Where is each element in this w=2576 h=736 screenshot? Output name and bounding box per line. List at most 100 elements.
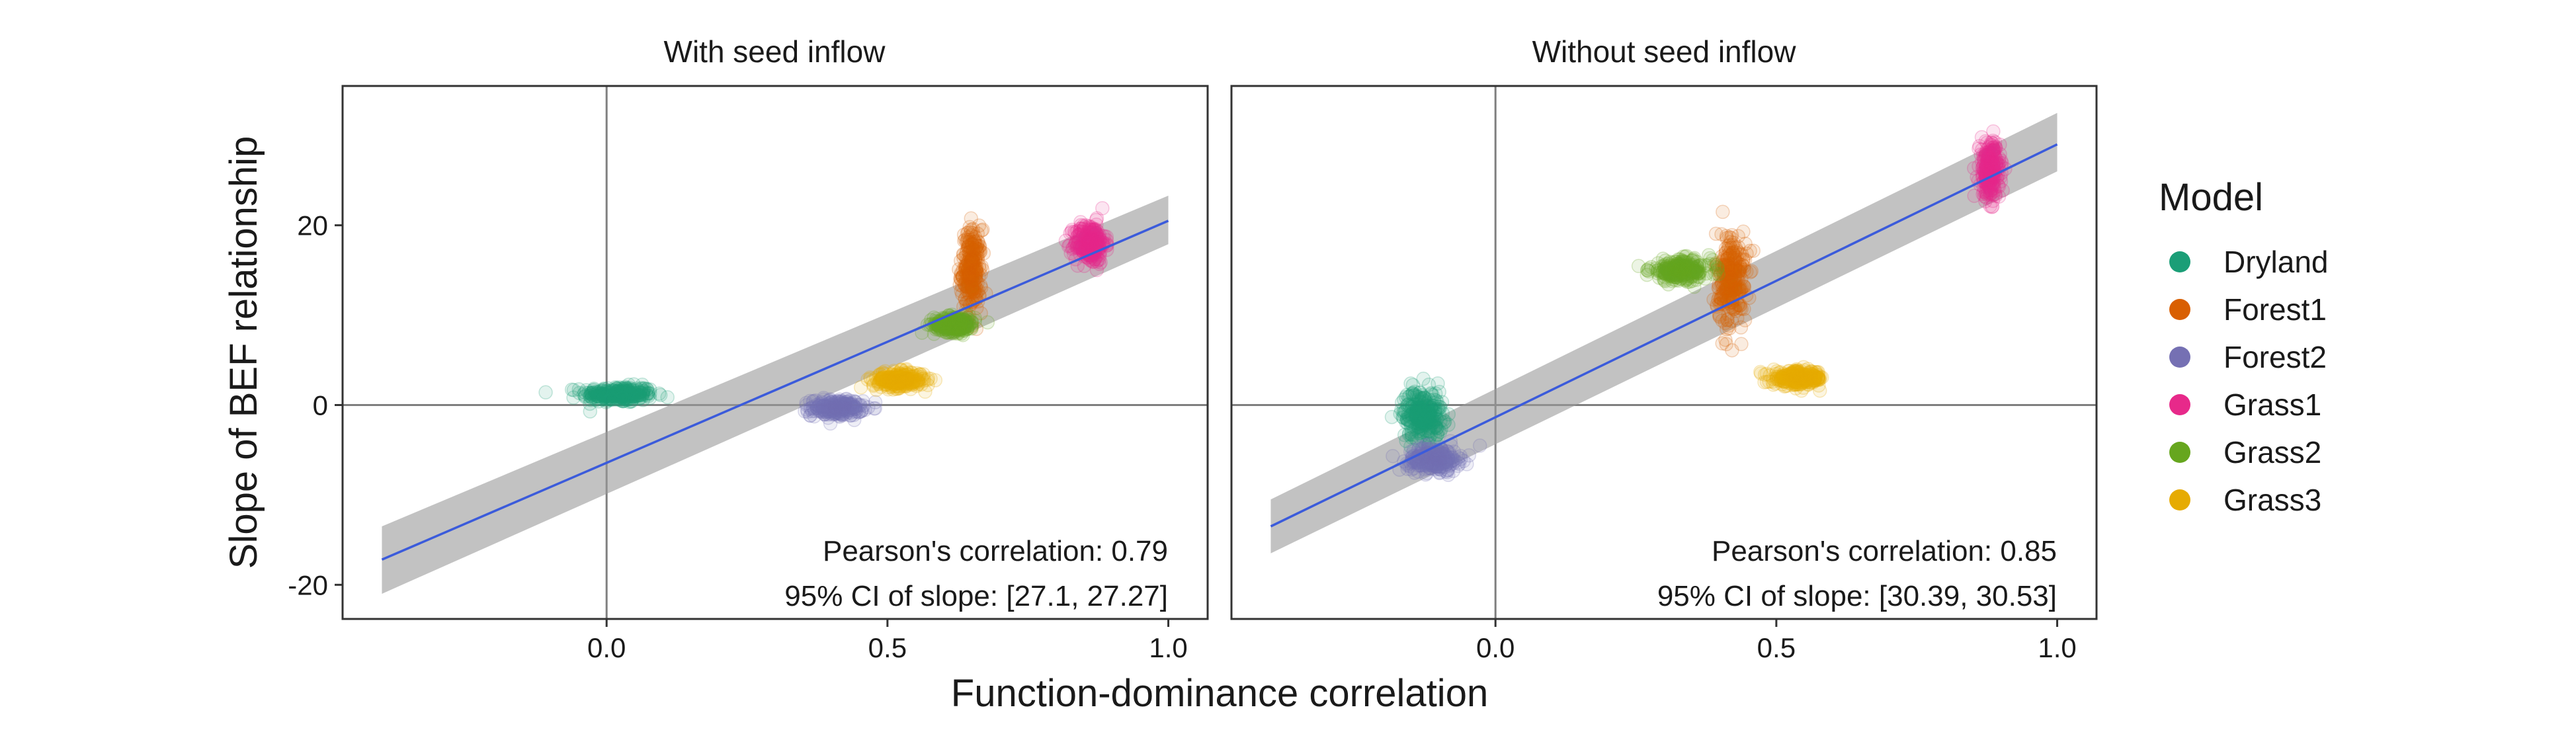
data-point xyxy=(1067,236,1083,251)
data-point xyxy=(958,261,973,276)
data-point xyxy=(627,389,642,403)
data-point xyxy=(812,396,827,411)
data-point xyxy=(616,382,631,397)
data-point xyxy=(612,380,627,395)
data-point xyxy=(1081,236,1096,251)
data-point xyxy=(1092,227,1107,242)
data-point xyxy=(963,266,978,281)
data-point xyxy=(962,239,977,255)
data-point xyxy=(965,280,979,295)
data-point xyxy=(963,256,978,271)
data-point xyxy=(823,401,837,417)
series-grass1 xyxy=(1058,201,1115,278)
data-point xyxy=(835,407,849,422)
data-point xyxy=(954,284,969,298)
data-point xyxy=(833,397,848,413)
data-point xyxy=(1093,231,1107,247)
data-point xyxy=(1085,226,1100,241)
data-point xyxy=(821,395,836,411)
data-point xyxy=(823,401,839,417)
data-point xyxy=(633,388,647,403)
data-point xyxy=(1079,232,1093,247)
data-point xyxy=(597,386,612,401)
data-point xyxy=(832,401,847,417)
data-point xyxy=(956,247,971,262)
data-point xyxy=(594,384,609,399)
data-point xyxy=(964,228,979,243)
data-point xyxy=(616,381,631,396)
data-point xyxy=(854,404,868,419)
data-point xyxy=(971,235,986,250)
data-point xyxy=(843,397,858,411)
data-point xyxy=(828,407,843,421)
data-point xyxy=(817,397,831,412)
data-point xyxy=(969,263,984,278)
data-point xyxy=(1081,231,1096,246)
data-point xyxy=(960,270,975,286)
data-point xyxy=(651,386,667,401)
data-point xyxy=(808,403,822,419)
data-point xyxy=(608,388,623,402)
data-point xyxy=(1091,231,1106,247)
data-point xyxy=(956,317,971,332)
data-point xyxy=(1085,235,1100,250)
data-point xyxy=(831,408,847,423)
data-point xyxy=(595,391,610,407)
data-point xyxy=(964,253,979,268)
data-point xyxy=(564,382,579,397)
data-point xyxy=(969,273,983,288)
data-point xyxy=(844,398,859,413)
data-point xyxy=(595,388,609,402)
data-point xyxy=(966,232,981,247)
x-axis-title: Function-dominance correlation xyxy=(951,672,1488,715)
data-point xyxy=(967,236,981,251)
data-point xyxy=(964,252,979,266)
data-point xyxy=(956,268,970,284)
data-point xyxy=(631,388,646,403)
data-point xyxy=(1082,233,1097,249)
data-point xyxy=(625,389,640,403)
data-point xyxy=(606,389,622,404)
data-point xyxy=(803,408,818,423)
data-point xyxy=(827,401,843,416)
data-point xyxy=(624,387,638,401)
data-point xyxy=(827,395,842,411)
data-point xyxy=(848,395,863,409)
data-point xyxy=(829,400,844,415)
data-point xyxy=(613,388,628,403)
data-point xyxy=(595,388,610,403)
data-point xyxy=(1724,263,1739,278)
data-point xyxy=(960,235,976,249)
data-point xyxy=(962,235,977,250)
data-point xyxy=(1085,235,1099,250)
data-point xyxy=(972,218,987,233)
slope-ci-annotation: 95% CI of slope: [30.39, 30.53] xyxy=(1657,580,2057,612)
data-point xyxy=(630,386,644,401)
data-point xyxy=(965,267,979,282)
data-point xyxy=(1077,233,1092,248)
data-point xyxy=(960,261,976,276)
data-point xyxy=(1807,372,1822,387)
data-point xyxy=(970,253,985,268)
data-point xyxy=(614,391,630,405)
data-point xyxy=(614,381,629,395)
data-point xyxy=(1063,246,1078,261)
data-point xyxy=(846,401,861,417)
data-point xyxy=(817,407,832,422)
data-point xyxy=(823,416,838,431)
data-point xyxy=(587,387,602,402)
data-point xyxy=(845,401,860,415)
data-point xyxy=(833,399,847,414)
data-point xyxy=(800,404,815,419)
data-point xyxy=(1079,238,1094,253)
data-point xyxy=(807,409,822,424)
data-point xyxy=(803,408,817,423)
data-point xyxy=(961,254,976,269)
data-point xyxy=(825,403,841,418)
data-point xyxy=(964,237,979,251)
data-point xyxy=(1081,237,1096,252)
data-point xyxy=(634,390,649,405)
data-point xyxy=(1701,248,1716,263)
data-point xyxy=(829,401,843,415)
data-point xyxy=(603,384,618,399)
